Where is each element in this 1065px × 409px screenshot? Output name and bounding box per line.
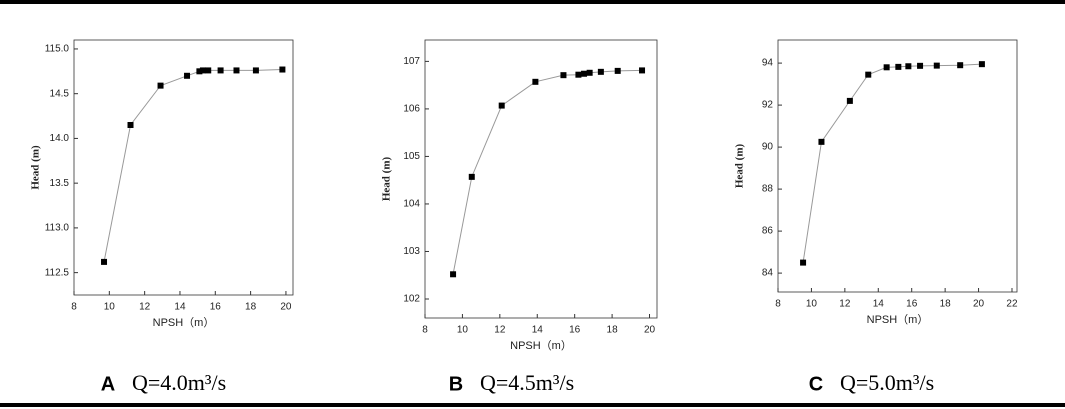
data-marker [978, 61, 985, 68]
panel-letter: A [101, 373, 115, 395]
y-tick-label: 14.5 [50, 88, 70, 99]
data-marker [157, 82, 164, 89]
panel-caption: Q=4.5m³/s [480, 370, 574, 395]
x-tick-label: 14 [873, 299, 885, 310]
x-tick-label: 18 [245, 302, 257, 313]
x-axis-label: NPSH（m） [867, 313, 929, 326]
x-tick-label: 8 [775, 299, 781, 310]
data-marker [199, 67, 206, 74]
plot-frame [424, 39, 658, 319]
data-marker [196, 68, 203, 75]
x-axis-label: NPSH（m） [153, 316, 215, 329]
data-marker [184, 72, 191, 79]
panel-caption: Q=4.0m³/s [132, 370, 226, 395]
y-tick-label: 104 [403, 199, 420, 210]
data-marker [101, 258, 108, 265]
x-tick-label: 18 [607, 325, 619, 336]
x-tick-label: 14 [532, 325, 544, 336]
x-tick-label: 16 [569, 325, 581, 336]
panel-letter: C [809, 373, 823, 395]
y-tick-label: 94 [762, 58, 774, 69]
data-marker [127, 122, 134, 128]
x-tick-label: 12 [139, 302, 151, 313]
data-line [103, 69, 283, 262]
data-marker [468, 173, 475, 180]
data-marker [217, 67, 224, 74]
y-tick-label: 107 [403, 56, 420, 67]
data-marker [575, 71, 582, 78]
x-tick-label: 16 [906, 299, 918, 310]
data-marker [639, 67, 646, 74]
data-line [452, 69, 643, 275]
y-tick-label: 13.5 [50, 178, 70, 189]
y-tick-label: 106 [403, 104, 420, 115]
x-tick-label: 16 [210, 302, 222, 313]
x-tick-label: 20 [280, 302, 292, 313]
x-tick-label: 20 [973, 299, 985, 310]
data-marker [800, 259, 807, 266]
data-marker [279, 66, 286, 73]
x-tick-label: 10 [457, 325, 469, 336]
plot-frame [777, 39, 1018, 293]
data-marker [818, 138, 825, 145]
data-marker [450, 271, 457, 278]
panel-letter: B [449, 373, 463, 395]
data-marker [205, 67, 212, 74]
data-marker [614, 67, 621, 74]
x-tick-label: 10 [806, 299, 818, 310]
y-tick-label: 88 [762, 184, 774, 195]
data-marker [957, 62, 964, 69]
x-tick-label: 22 [1006, 299, 1018, 310]
y-tick-label: 112.5 [45, 267, 70, 278]
bottom-rule [0, 403, 1065, 407]
data-marker [895, 63, 902, 70]
data-marker [905, 63, 912, 70]
y-tick-label: 113.0 [45, 223, 70, 234]
y-tick-label: 86 [762, 226, 774, 237]
x-axis-label: NPSH（m） [510, 339, 572, 352]
x-tick-label: 12 [494, 325, 506, 336]
y-tick-label: 102 [403, 294, 420, 305]
data-marker [865, 71, 872, 78]
y-tick-label: 84 [762, 268, 774, 279]
data-marker [498, 102, 505, 109]
data-marker [846, 97, 853, 104]
y-tick-label: 92 [762, 100, 774, 111]
data-line [802, 63, 982, 263]
data-marker [917, 62, 924, 69]
x-tick-label: 8 [422, 325, 428, 336]
data-marker [532, 78, 539, 85]
data-marker [252, 67, 259, 74]
data-marker [560, 72, 567, 79]
x-tick-label: 20 [644, 325, 656, 336]
x-tick-label: 14 [174, 302, 186, 313]
data-marker [233, 67, 240, 74]
y-axis-label: Head (m) [381, 157, 393, 202]
data-marker [581, 70, 588, 77]
data-marker [933, 62, 940, 69]
data-marker [597, 68, 604, 75]
y-tick-label: 90 [762, 142, 774, 153]
data-marker [586, 69, 593, 76]
panel-caption: Q=5.0m³/s [840, 370, 934, 395]
y-tick-label: 14.0 [50, 133, 70, 144]
x-tick-label: 18 [940, 299, 952, 310]
data-marker [883, 64, 890, 71]
x-tick-label: 12 [839, 299, 851, 310]
top-rule [0, 0, 1065, 4]
y-tick-label: 115.0 [45, 44, 70, 55]
plot-frame [73, 39, 294, 296]
y-tick-label: 105 [403, 151, 420, 162]
y-axis-label: Head (m) [30, 145, 42, 190]
x-tick-label: 10 [104, 302, 116, 313]
x-tick-label: 8 [71, 302, 77, 313]
y-axis-label: Head (m) [734, 144, 746, 189]
y-tick-label: 103 [403, 246, 420, 257]
